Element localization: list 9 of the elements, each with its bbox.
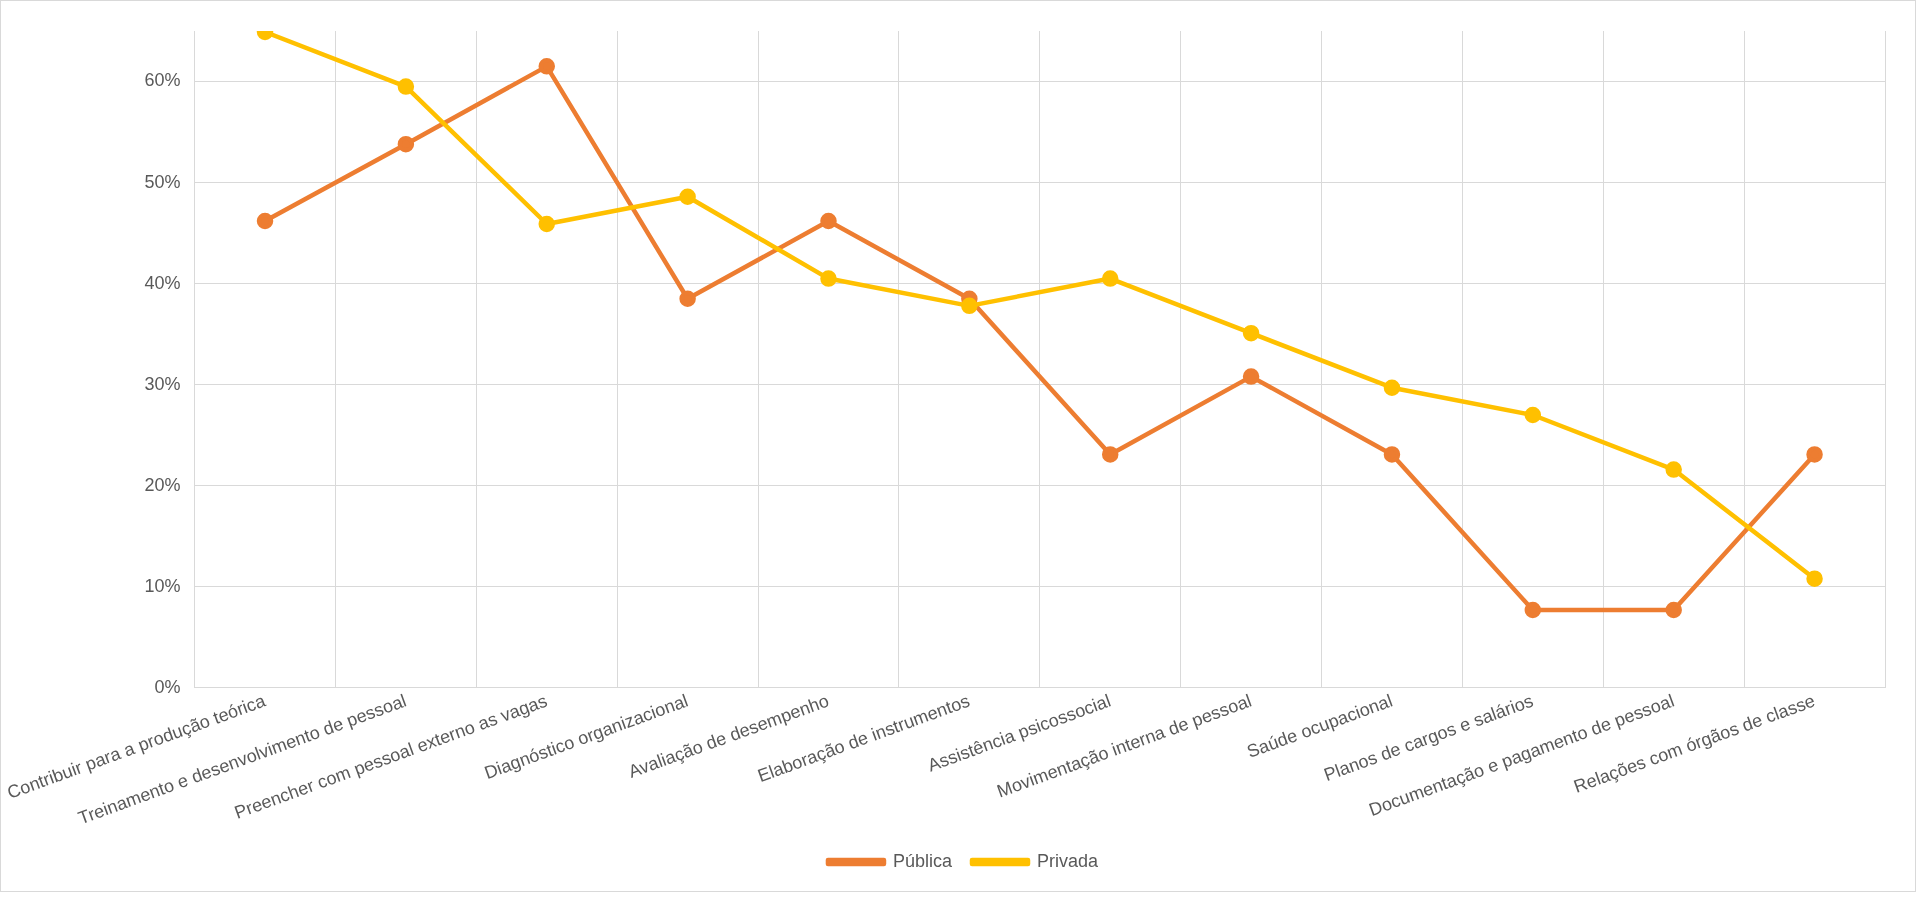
y-tick-label: 40% [144, 272, 181, 293]
y-tick-label: 0% [154, 676, 181, 697]
y-tick-label: 20% [144, 474, 181, 495]
y-tick-label: 10% [144, 575, 181, 596]
y-tick-label: 60% [144, 70, 181, 91]
legend-label: Pública [892, 850, 953, 871]
y-tick-label: 50% [144, 171, 181, 192]
legend-label: Privada [1037, 850, 1100, 871]
y-tick-label: 30% [144, 373, 181, 394]
